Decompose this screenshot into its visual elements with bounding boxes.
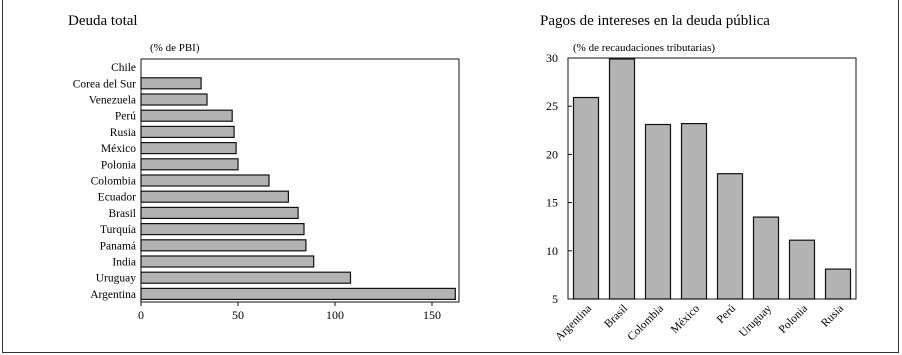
right-y-tick-label: 30 [546, 51, 558, 65]
right-category-label: Polonia [777, 303, 810, 336]
left-category-label: Brasil [109, 208, 136, 220]
left-category-label: Colombia [91, 176, 136, 188]
left-chart-title: Deuda total [68, 13, 138, 29]
left-bar [140, 142, 237, 155]
left-bar [140, 125, 235, 139]
left-category-label: México [101, 143, 136, 155]
left-category-label: Polonia [101, 159, 136, 171]
right-y-tick-label: 20 [546, 147, 558, 161]
left-bar [140, 287, 456, 300]
left-category-label: Perú [115, 111, 136, 123]
left-category-label: Chile [111, 62, 136, 74]
left-category-label: Rusia [110, 127, 136, 139]
right-category-label: Argentina [553, 303, 594, 344]
right-y-tick-label: 25 [546, 99, 558, 113]
left-bar [140, 158, 239, 171]
right-bar [608, 58, 636, 300]
left-bar [140, 174, 270, 187]
left-category-label: Turquía [100, 224, 136, 236]
right-category-label: Brasil [602, 303, 630, 331]
left-bar [140, 93, 208, 106]
left-chart-subtitle: (% de PBI) [150, 42, 200, 54]
right-category-label: México [669, 302, 703, 336]
left-bar [140, 223, 305, 236]
right-y-tick-label: 5 [552, 292, 558, 306]
right-bar [752, 216, 780, 300]
left-x-tick-label: 100 [326, 308, 344, 322]
right-chart-subtitle: (% de recaudaciones tributarias) [573, 42, 715, 54]
left-chart-debt: Deuda total (% de PBI) Chile Corea del Su… [68, 13, 460, 322]
left-bar [140, 109, 233, 122]
left-bar [140, 190, 289, 203]
left-bar [140, 255, 315, 268]
right-bar [824, 268, 852, 300]
right-category-label: Perú [715, 302, 739, 326]
right-bar [716, 173, 744, 300]
left-category-label: Corea del Sur [73, 78, 136, 90]
left-category-label: Ecuador [98, 192, 136, 204]
left-bar [140, 271, 352, 284]
right-bar [788, 239, 816, 300]
left-category-label: Panamá [100, 240, 136, 252]
left-bar [140, 239, 307, 252]
left-x-tick-label: 50 [232, 308, 244, 322]
right-plot-area [567, 57, 857, 300]
right-y-tick-label: 15 [546, 196, 558, 210]
left-x-tick-label: 0 [138, 308, 144, 322]
right-bar [572, 96, 600, 300]
right-chart-interest: Pagos de intereses en la deuda pública (… [540, 13, 857, 344]
left-bar [140, 77, 202, 90]
left-category-label: Uruguay [96, 273, 136, 285]
left-bar [140, 206, 299, 219]
left-category-label: Venezuela [89, 95, 136, 107]
left-x-tick-label: 150 [423, 308, 441, 322]
right-category-label: Rusia [819, 303, 846, 330]
right-category-label: Colombia [626, 303, 667, 344]
right-chart-title: Pagos de intereses en la deuda pública [540, 13, 770, 29]
right-category-label: Uruguay [737, 302, 774, 339]
right-y-tick-label: 10 [546, 244, 558, 258]
right-bar [644, 123, 672, 300]
left-category-label: Argentina [90, 289, 136, 301]
left-category-label: India [112, 257, 136, 269]
right-bar [680, 122, 708, 300]
